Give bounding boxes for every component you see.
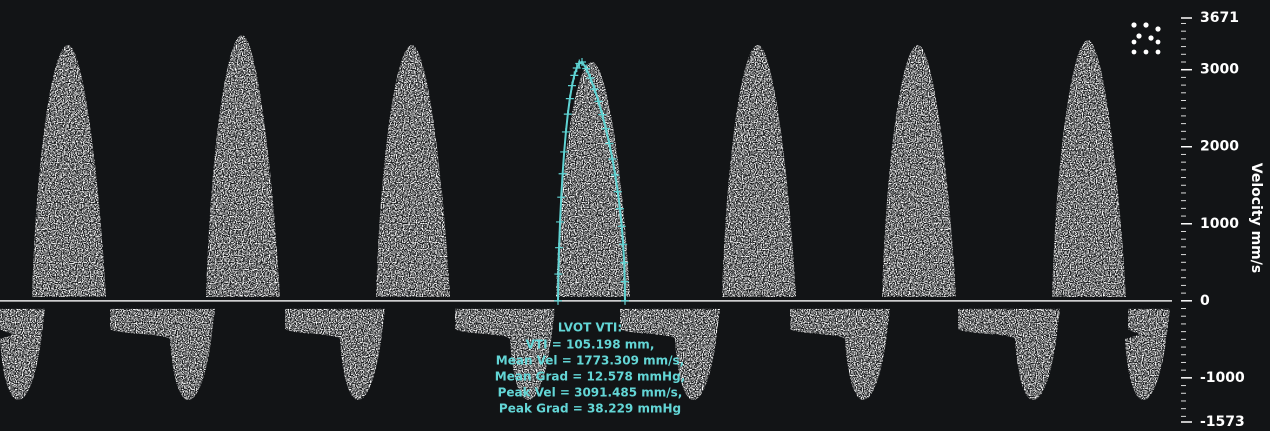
axis-label: Velocity mm/s [1248, 163, 1264, 273]
tick-label: 0 [1200, 293, 1210, 309]
tick-label: 1000 [1200, 216, 1239, 232]
tick-label: 2000 [1200, 139, 1239, 155]
tick-label: -1573 [1200, 414, 1245, 430]
measurement-line: Peak Grad = 38.229 mmHg [499, 402, 681, 416]
tick-label: 3671 [1200, 10, 1239, 26]
measurement-title: LVOT VTI: [558, 321, 622, 335]
tick-label: 3000 [1200, 62, 1239, 78]
measurement-line: Mean Vel = 1773.309 mm/s, [496, 354, 684, 368]
measurement-line: Mean Grad = 12.578 mmHg, [495, 370, 685, 384]
measurement-line: VTI = 105.198 mm, [526, 338, 655, 352]
tick-label: -1000 [1200, 370, 1245, 386]
doppler-screen: 3671 3000 2000 1000 0 -1000 -1573 Velocity mm/… [0, 0, 1270, 431]
measurement-line: Peak Vel = 3091.485 mm/s, [498, 386, 683, 400]
